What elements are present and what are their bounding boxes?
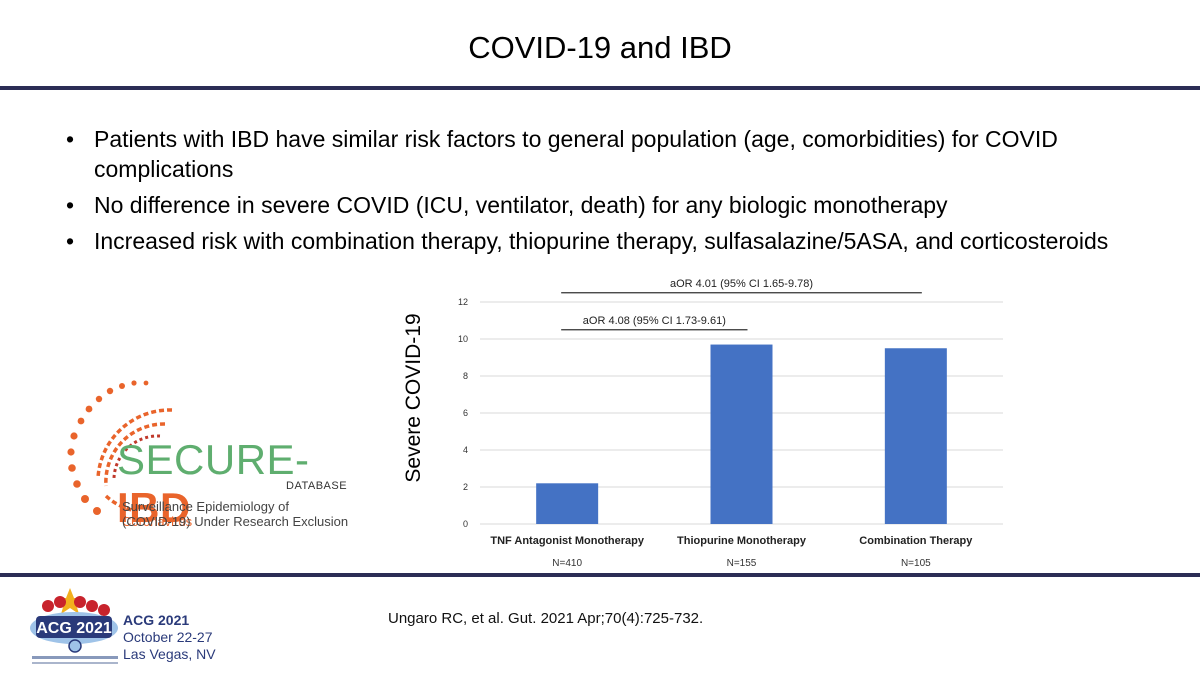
logo-database-label: DATABASE [286,480,348,492]
acg-conference-logo: ACG 2021 [30,588,118,664]
significance-label: aOR 4.01 (95% CI 1.65-9.78) [670,278,813,290]
x-category-label: Thiopurine Monotherapy [677,535,807,547]
acg-badge-text: ACG 2021 [36,620,112,637]
significance-label: aOR 4.08 (95% CI 1.73-9.61) [583,315,726,327]
x-n-label: N=410 [552,558,582,569]
bar [884,348,947,524]
x-n-label: N=105 [901,558,931,569]
y-tick-label: 10 [458,334,468,344]
acg-title: ACG 2021 [123,612,190,628]
y-tick-label: 0 [463,519,468,529]
top-divider [0,86,1200,90]
bullet-text: Increased risk with combination therapy,… [94,228,1109,254]
sunburst-logo-icon [67,380,173,515]
bullet-dot-icon: • [66,126,75,152]
bar-chart: Severe COVID-19 0 2 4 6 8 10 12 TNF Antagonist M… [402,278,1003,569]
bullet-item: • Patients with IBD have similar risk fac… [60,124,1160,184]
bottom-divider [0,573,1200,577]
citation: Ungaro RC, et al. Gut. 2021 Apr;70(4):72… [388,610,704,627]
logo-subtitle-line2: (COVID-19) Under Research Exclusion [122,514,349,529]
bullet-item: • No difference in severe COVID (ICU, ven… [60,190,1160,220]
bullet-text: No difference in severe COVID (ICU, vent… [94,192,948,218]
acg-location: Las Vegas, NV [123,646,216,662]
y-tick-label: 2 [463,482,468,492]
x-n-label: N=155 [727,558,757,569]
y-tick-label: 12 [458,297,468,307]
y-tick-label: 4 [463,445,468,455]
y-tick-label: 6 [463,408,468,418]
y-axis-label: Severe COVID-19 [402,313,425,482]
acg-dates: October 22-27 [123,629,213,645]
bar [710,344,773,524]
secure-ibd-logo: SECURE-IBD DATABASE Surveillance Epidemi… [60,378,360,538]
x-category-label: TNF Antagonist Monotherapy [490,535,644,547]
slide-title: COVID-19 and IBD [468,30,732,65]
bullet-dot-icon: • [66,228,75,254]
x-category-label: Combination Therapy [859,535,973,547]
bar [536,483,599,524]
bullet-text: Patients with IBD have similar risk fact… [94,126,1058,182]
logo-subtitle-line1: Surveillance Epidemiology of Coronavirus [122,499,289,529]
bullet-item: • Increased risk with combination therapy… [60,226,1160,256]
y-tick-label: 8 [463,371,468,381]
bullet-dot-icon: • [66,192,75,218]
logo-wordmark: SECURE-IBD [117,436,310,531]
bullet-list: • Patients with IBD have similar risk fac… [60,124,1160,262]
acg-event-info: ACG 2021 October 22-27 Las Vegas, NV [123,612,216,663]
